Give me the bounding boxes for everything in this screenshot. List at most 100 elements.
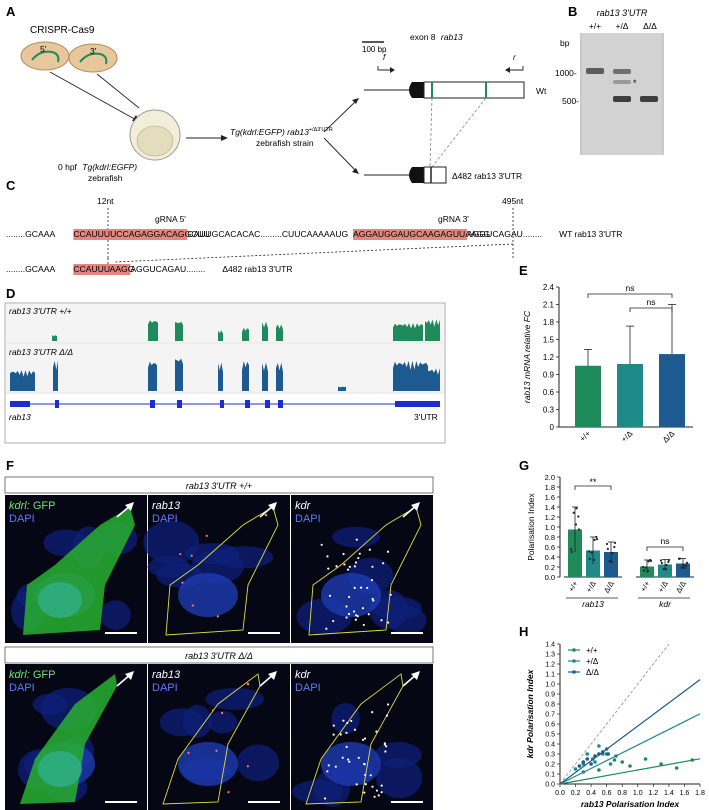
data-point [595,538,599,541]
rna-spot [345,616,348,619]
panel-b: rab13 3'UTR +/+ +/Δ Δ/Δ bp * 1000- 500- [555,8,664,155]
sig-annotation: ** [589,477,597,487]
y-tick-label: 0.8 [545,533,555,542]
bar [604,552,618,577]
rna-spot [191,604,194,607]
rna-spot [353,586,356,589]
data-point [665,563,668,567]
rna-spot [386,621,390,624]
rna-spot [215,749,218,752]
panel-label-b: B [568,4,577,19]
rna-spot [346,568,350,571]
rna-spot [354,614,358,617]
y-tick-label: 0.4 [545,553,555,562]
data-point [647,560,650,563]
rna-spot [386,703,390,706]
rna-spot [347,612,351,616]
scatter-point [659,762,663,766]
x-tick-label: +/Δ [584,580,598,594]
scatter-point [581,760,586,764]
rna-spot [386,550,390,553]
rna-spot [385,745,388,748]
data-point [649,558,652,562]
y-axis-label: Polarisation Index [526,492,536,560]
scatter-point [593,754,597,758]
data-point [613,545,616,549]
rna-spot [323,797,327,800]
coverage-peak [242,327,249,341]
scatter-point [674,766,679,770]
embryo-suffix: zebrafish [88,173,123,183]
bar [575,365,601,427]
data-point [608,560,611,563]
rna-spot [179,552,182,556]
bar [568,529,582,577]
fit-line [559,713,701,785]
rna-spot [375,730,378,733]
primer-f-label: f [383,53,386,62]
rna-spot [353,565,357,568]
rna-spot [221,711,224,715]
rna-spot [211,709,215,712]
rna-spot [356,615,359,618]
del-sequence-label: Δ482 rab13 3'UTR [222,264,292,274]
scatter-point [597,752,601,756]
data-point [588,557,591,561]
x-tick-label: 0.0 [555,790,565,797]
marker-1000: 1000- [555,68,577,78]
y-tick-label: 0.8 [545,702,555,709]
data-point [667,560,670,564]
rna-spot [358,552,361,555]
rna-spot [190,554,193,557]
x-tick-label: 0.2 [571,790,581,797]
arrow-to-embryo [49,71,141,123]
x-tick-label: +/+ [578,429,593,444]
channel-label: rab13 [152,500,181,512]
channel-label-gfp: kdrl: GFP [9,669,55,681]
x-tick-label: 0.8 [617,790,627,797]
scatter-point [643,757,648,761]
cell-outline [305,673,404,805]
rna-spot [383,743,386,746]
rna-spot [355,538,358,541]
y-tick-label: 0.5 [545,732,555,739]
scatter-point [612,758,617,762]
y-tick-label: 1.0 [545,523,555,532]
rna-spot [246,765,249,768]
rna-spot [346,721,349,725]
sequence-segment: AAGG [110,264,135,274]
polarisation-bar-chart: 0.00.20.40.60.81.01.21.41.61.82.0 Polaris… [526,473,694,609]
strain-suffix: zebrafish strain [256,138,314,148]
gel-unit: bp [560,38,570,48]
y-axis-label: rab13 mRNA relative FC [522,310,532,403]
strain-line: Tg(kdrl:EGFP) rab13 [230,127,309,137]
grna-highlight [353,229,468,240]
scatter-point [628,764,632,768]
grna-highlight [73,229,188,240]
data-point [667,558,671,562]
y-tick-label: 2.4 [543,283,555,292]
rna-spot [354,618,357,621]
panel-label-d: D [6,286,15,301]
scatter-point [573,767,578,771]
rna-spot [187,751,190,754]
polarisation-scatter: 0.0 0.1 0.2 0.3 0.4 0.5 0.6 0.7 0.8 0.9 1.0 1.1 1.2 1… [525,642,705,810]
rna-spot [352,610,356,613]
x-axis-label: rab13 Polarisation Index [581,799,681,809]
rna-spot [332,724,335,727]
rna-spot [380,791,383,794]
rna-spot [345,731,348,734]
channel-label-dapi: DAPI [9,682,35,694]
sig-annotation: ns [626,283,635,293]
rna-spot [362,623,365,627]
data-point [642,569,645,572]
sequence-segment: AGGUCAGAU........ [130,264,205,274]
cell-outline [162,673,261,805]
data-point [569,548,573,551]
bar [659,354,685,427]
coverage-peak [52,335,57,341]
rna-spot [389,593,392,596]
